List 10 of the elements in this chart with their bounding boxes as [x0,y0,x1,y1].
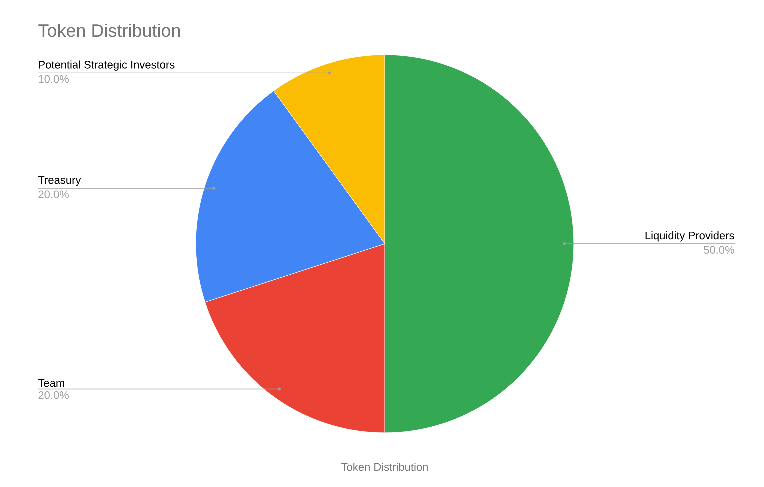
slice-label: Liquidity Providers [646,232,734,242]
chart-title: Token Distribution [38,24,180,38]
slice-label: Team [38,379,64,388]
data-label: 50.0% [704,246,734,254]
slice-label: Potential Strategic Investors [39,60,175,71]
data-label: 20.0% [38,190,69,198]
data-label: 20.0% [38,392,69,400]
slice-label: Treasury [38,176,82,186]
text: Token Distribution [342,463,428,472]
data-label: 10.0% [39,75,69,84]
